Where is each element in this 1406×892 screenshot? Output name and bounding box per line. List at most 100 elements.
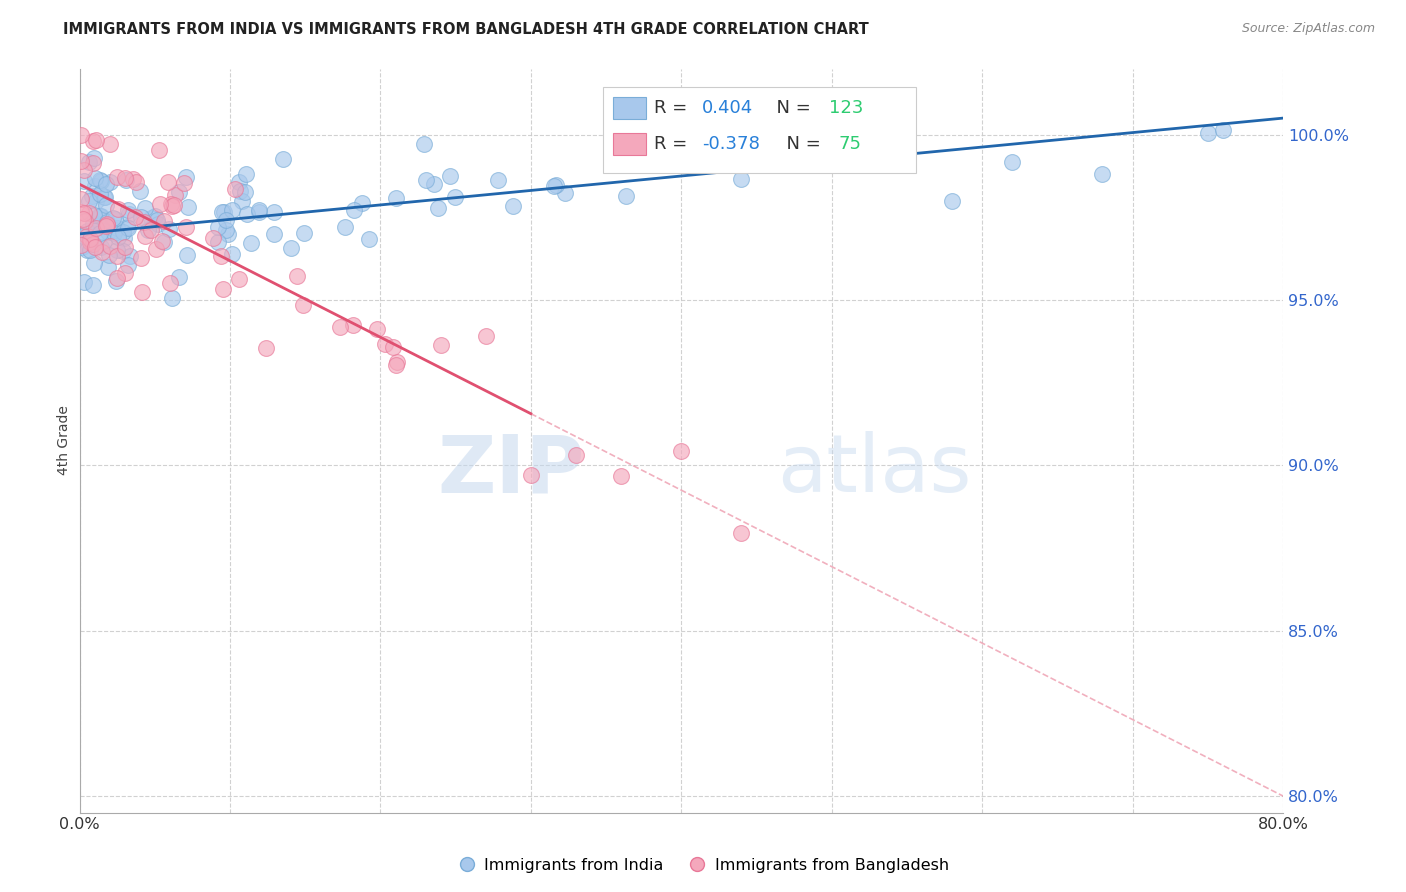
- Point: [97, 260, 120, 274]
- Point: [94, 190, 117, 204]
- Point: [221, 202, 243, 217]
- Point: [96, 218, 118, 232]
- Point: [98, 175, 121, 189]
- Point: [117, 203, 139, 218]
- Point: [93, 190, 115, 204]
- Point: [79, 232, 101, 246]
- Point: [115, 172, 138, 186]
- Point: [104, 212, 127, 227]
- Point: [429, 338, 451, 352]
- Point: [107, 202, 129, 217]
- Point: [79, 206, 101, 220]
- Point: [359, 232, 381, 246]
- Point: [134, 228, 156, 243]
- Point: [73, 275, 96, 289]
- Text: 75: 75: [839, 135, 862, 153]
- Point: [96, 178, 118, 192]
- Point: [224, 181, 246, 195]
- Text: Source: ZipAtlas.com: Source: ZipAtlas.com: [1241, 22, 1375, 36]
- Point: [146, 218, 169, 232]
- Point: [821, 145, 844, 159]
- Point: [271, 152, 294, 166]
- Point: [114, 266, 136, 280]
- Point: [84, 133, 107, 147]
- Point: [114, 240, 136, 254]
- Point: [176, 248, 198, 262]
- Point: [207, 235, 229, 249]
- Point: [89, 218, 111, 232]
- Point: [212, 282, 235, 296]
- Point: [167, 270, 190, 285]
- Point: [125, 175, 148, 189]
- Y-axis label: 4th Grade: 4th Grade: [58, 406, 72, 475]
- Point: [415, 173, 437, 187]
- Point: [73, 214, 96, 228]
- Point: [143, 209, 166, 223]
- Point: [105, 169, 128, 184]
- Point: [124, 211, 146, 225]
- Point: [292, 298, 315, 312]
- Point: [1197, 126, 1219, 140]
- Point: [775, 154, 797, 169]
- FancyBboxPatch shape: [603, 87, 915, 173]
- Point: [174, 170, 197, 185]
- Point: [160, 199, 183, 213]
- Point: [98, 136, 121, 151]
- Point: [82, 277, 104, 292]
- Point: [384, 191, 406, 205]
- Text: 0.404: 0.404: [702, 99, 754, 117]
- Point: [70, 238, 93, 252]
- Point: [73, 174, 96, 188]
- Text: IMMIGRANTS FROM INDIA VS IMMIGRANTS FROM BANGLADESH 4TH GRADE CORRELATION CHART: IMMIGRANTS FROM INDIA VS IMMIGRANTS FROM…: [63, 22, 869, 37]
- Point: [385, 358, 408, 372]
- Point: [730, 526, 752, 541]
- Point: [97, 225, 120, 239]
- Point: [86, 220, 108, 235]
- Point: [474, 329, 496, 343]
- Point: [329, 320, 352, 334]
- Point: [160, 196, 183, 211]
- Text: N =: N =: [775, 135, 827, 153]
- Point: [79, 243, 101, 257]
- Point: [221, 247, 243, 261]
- Point: [148, 143, 170, 157]
- Point: [70, 240, 93, 254]
- Point: [82, 134, 104, 148]
- Point: [1001, 155, 1024, 169]
- Point: [141, 223, 163, 237]
- Point: [134, 201, 156, 215]
- Point: [111, 226, 134, 240]
- Point: [76, 243, 98, 257]
- Point: [228, 272, 250, 286]
- Point: [263, 205, 285, 219]
- Point: [207, 220, 229, 235]
- Point: [83, 151, 105, 165]
- Point: [520, 467, 543, 482]
- Point: [105, 274, 128, 288]
- Text: N =: N =: [765, 99, 817, 117]
- Point: [84, 179, 107, 194]
- Point: [82, 236, 104, 251]
- Point: [105, 271, 128, 285]
- Point: [229, 184, 252, 198]
- Point: [254, 341, 277, 355]
- Point: [292, 227, 315, 241]
- Point: [174, 220, 197, 235]
- Point: [117, 219, 139, 234]
- Point: [177, 201, 200, 215]
- Point: [502, 198, 524, 212]
- Point: [76, 223, 98, 237]
- Point: [73, 163, 96, 178]
- Point: [214, 213, 236, 227]
- Point: [233, 186, 256, 200]
- Point: [616, 188, 638, 202]
- Text: atlas: atlas: [778, 432, 972, 509]
- Point: [90, 209, 112, 223]
- Point: [112, 231, 135, 245]
- Point: [209, 249, 232, 263]
- Point: [83, 208, 105, 222]
- Point: [105, 220, 128, 235]
- Point: [333, 219, 356, 234]
- Point: [486, 173, 509, 187]
- Point: [117, 221, 139, 235]
